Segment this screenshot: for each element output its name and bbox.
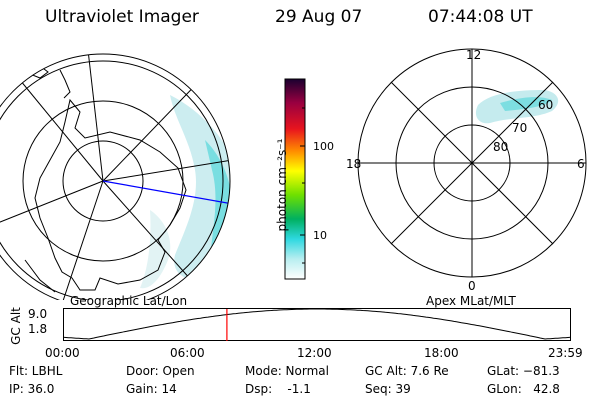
status-mode: Mode: Normal xyxy=(245,364,329,378)
color-bar xyxy=(284,78,306,280)
mlt-0: 0 xyxy=(468,279,476,293)
alt-xtick-0: 00:00 xyxy=(45,346,80,360)
status-gc-alt: GC Alt: 7.6 Re xyxy=(365,364,449,378)
status-door: Door: Open xyxy=(126,364,195,378)
status-gain: Gain: 14 xyxy=(126,382,177,396)
imager-title: Ultraviolet Imager xyxy=(45,7,199,27)
status-glat: GLat: −81.3 xyxy=(487,364,560,378)
status-dsp: Dsp: -1.1 xyxy=(245,382,311,396)
mlat-70: 70 xyxy=(512,121,528,135)
alt-xtick-2: 12:00 xyxy=(297,346,332,360)
header-time: 07:44:08 UT xyxy=(428,7,533,27)
altitude-curve xyxy=(63,308,571,340)
status-seq: Seq: 39 xyxy=(365,382,411,396)
header-date: 29 Aug 07 xyxy=(275,7,363,27)
mlt-6: 6 xyxy=(577,157,585,171)
status-flt: Flt: LBHL xyxy=(9,364,63,378)
apex-plot xyxy=(357,48,587,278)
mlt-18: 18 xyxy=(346,157,362,171)
alt-ytick-high: 9.0 xyxy=(28,307,48,321)
altitude-strip xyxy=(63,308,571,341)
mlt-12: 12 xyxy=(466,48,482,62)
mlat-80: 80 xyxy=(493,140,509,154)
continent-outline xyxy=(34,98,187,291)
mlat-60: 60 xyxy=(538,98,554,112)
alt-ylabel: GC Alt xyxy=(9,307,23,345)
colorbar-tick-100: 100 xyxy=(313,140,334,153)
status-glon: GLon: 42.8 xyxy=(487,382,560,396)
alt-xtick-3: 18:00 xyxy=(424,346,459,360)
geographic-label: Geographic Lat/Lon xyxy=(70,294,188,308)
geographic-plot xyxy=(0,53,231,300)
alt-xtick-4: 23:59 xyxy=(548,346,583,360)
colorbar-unit: photon cm⁻²s⁻¹ xyxy=(275,138,289,232)
colorbar-tick-10: 10 xyxy=(313,229,327,242)
status-ip: IP: 36.0 xyxy=(9,382,55,396)
sun-meridian xyxy=(102,180,230,208)
alt-ytick-low: 1.8 xyxy=(28,322,48,336)
apex-label: Apex MLat/MLT xyxy=(426,294,516,308)
alt-xtick-1: 06:00 xyxy=(170,346,205,360)
